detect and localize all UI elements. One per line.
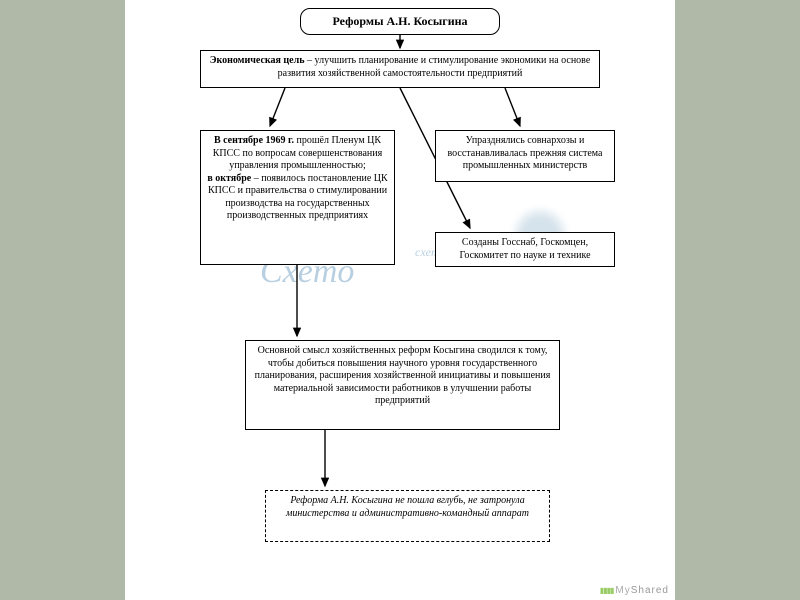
node-goal: Экономическая цель – улучшить планирован… bbox=[200, 50, 600, 88]
arrow-goal-to-plenum bbox=[270, 88, 285, 126]
node-plenum: В сентябре 1969 г. прошёл Пленум ЦК КПСС… bbox=[200, 130, 395, 265]
diagram-page: Cxemo cxemo.рф Реформы А.Н. КосыгинаЭкон… bbox=[125, 0, 675, 600]
node-gossnab: Созданы Госснаб, Госкомцен, Госкомитет п… bbox=[435, 232, 615, 267]
node-title: Реформы А.Н. Косыгина bbox=[300, 8, 500, 35]
node-meaning: Основной смысл хозяйственных реформ Косы… bbox=[245, 340, 560, 430]
corner-logo: MyMySharedShared bbox=[600, 585, 669, 596]
arrow-goal-to-sovnarhozy bbox=[505, 88, 520, 126]
node-conclusion: Реформа А.Н. Косыгина не пошла вглубь, н… bbox=[265, 490, 550, 542]
node-sovnarhozy: Упразднялись совнархозы и восстанавливал… bbox=[435, 130, 615, 182]
